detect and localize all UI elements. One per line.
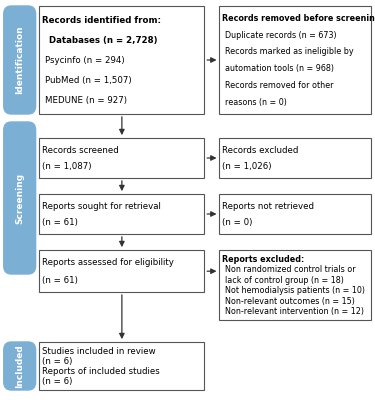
Text: (n = 6): (n = 6) [42,377,73,386]
Text: Identification: Identification [15,26,24,94]
Text: (n = 6): (n = 6) [42,357,73,366]
Bar [219,6,371,114]
Text: reasons (n = 0): reasons (n = 0) [225,98,287,107]
FancyBboxPatch shape [4,6,36,114]
Text: Duplicate records (n = 673): Duplicate records (n = 673) [225,31,337,40]
Text: lack of control group (n = 18): lack of control group (n = 18) [225,276,344,285]
Text: (n = 1,087): (n = 1,087) [42,162,92,171]
Bar [39,138,204,178]
Text: Reports sought for retrieval: Reports sought for retrieval [42,202,161,211]
Text: (n = 61): (n = 61) [42,276,78,285]
Text: MEDUNE (n = 927): MEDUNE (n = 927) [45,96,127,105]
Text: Records excluded: Records excluded [222,146,299,155]
Text: Studies included in review: Studies included in review [42,346,156,356]
FancyBboxPatch shape [4,122,36,274]
Text: (n = 61): (n = 61) [42,218,78,227]
Text: Non-relevant outcomes (n = 15): Non-relevant outcomes (n = 15) [225,297,355,306]
Text: (n = 0): (n = 0) [222,218,253,227]
Bar [219,250,371,320]
Bar [39,342,204,390]
Text: Not hemodialysis patients (n = 10): Not hemodialysis patients (n = 10) [225,286,365,295]
Text: Records removed before screening:: Records removed before screening: [222,14,375,23]
Text: Databases (n = 2,728): Databases (n = 2,728) [49,36,157,45]
FancyBboxPatch shape [4,342,36,390]
Text: Included: Included [15,344,24,388]
Text: Screening: Screening [15,172,24,224]
Bar [39,6,204,114]
Text: automation tools (n = 968): automation tools (n = 968) [225,64,334,73]
Text: Reports assessed for eligibility: Reports assessed for eligibility [42,258,174,267]
Text: (n = 1,026): (n = 1,026) [222,162,272,171]
Bar [219,194,371,234]
Text: Reports of included studies: Reports of included studies [42,367,160,376]
Text: Records marked as ineligible by: Records marked as ineligible by [225,48,354,56]
Text: Non randomized control trials or: Non randomized control trials or [225,265,356,274]
Text: Records identified from:: Records identified from: [42,16,161,24]
Text: Non-relevant intervention (n = 12): Non-relevant intervention (n = 12) [225,307,364,316]
Text: Psycinfo (n = 294): Psycinfo (n = 294) [45,56,125,65]
Text: Records removed for other: Records removed for other [225,81,333,90]
Bar [39,194,204,234]
Text: PubMed (n = 1,507): PubMed (n = 1,507) [45,76,132,85]
Text: Reports not retrieved: Reports not retrieved [222,202,314,211]
Text: Records screened: Records screened [42,146,119,155]
Text: Reports excluded:: Reports excluded: [222,255,304,264]
Bar [39,250,204,292]
Bar [219,138,371,178]
